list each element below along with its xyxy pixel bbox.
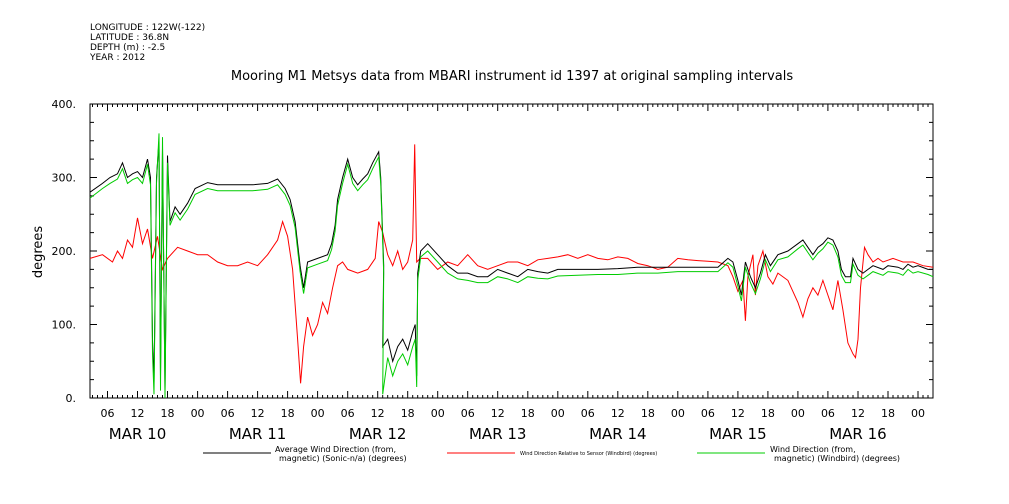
x-tick-label: 00: [311, 407, 325, 420]
latitude-label: LATITUDE : 36.8N: [90, 33, 169, 43]
legend: Average Wind Direction (from,magnetic) (…: [203, 445, 900, 463]
legend-label: Wind Direction Relative to Sensor (Windb…: [520, 451, 657, 457]
x-tick-label: 12: [251, 407, 265, 420]
axis-ticks: [90, 103, 934, 399]
x-tick-label: 18: [881, 407, 895, 420]
series-lines: [89, 133, 934, 399]
day-label: MAR 15: [709, 425, 766, 443]
y-tick-label: 400.: [52, 98, 77, 111]
x-tick-label: 06: [821, 407, 835, 420]
series-line: [89, 144, 934, 384]
x-tick-label: 06: [461, 407, 475, 420]
y-axis-label: degrees: [31, 226, 46, 279]
legend-label: Wind Direction (from,: [770, 445, 856, 454]
x-tick-label: 18: [401, 407, 415, 420]
x-tick-labels: 06 12 18 00 06 12 18 00 06 12 18 00 06 12 18 00 06 12 18 00…: [101, 407, 925, 420]
legend-label: magnetic) (Sonic-n/a) (degrees): [279, 454, 407, 463]
x-tick-label: 12: [371, 407, 385, 420]
x-tick-label: 12: [731, 407, 745, 420]
series-line: [89, 133, 934, 399]
series-line: [89, 140, 933, 391]
tick-marks: [90, 103, 934, 399]
longitude-label: LONGITUDE : 122W(-122): [90, 23, 205, 33]
y-tick-label: 100.: [52, 319, 77, 332]
legend-label: Average Wind Direction (from,: [275, 445, 396, 454]
day-label: MAR 13: [469, 425, 526, 443]
x-tick-label: 12: [851, 407, 865, 420]
x-tick-label: 18: [761, 407, 775, 420]
y-tick-label: 0.: [66, 392, 77, 405]
x-tick-label: 00: [551, 407, 565, 420]
day-label: MAR 14: [589, 425, 646, 443]
day-label: MAR 12: [349, 425, 406, 443]
y-tick-labels: 0. 100. 200. 300. 400.: [52, 98, 77, 405]
x-tick-label: 06: [101, 407, 115, 420]
x-tick-label: 06: [701, 407, 715, 420]
x-tick-label: 06: [221, 407, 235, 420]
x-tick-label: 18: [641, 407, 655, 420]
depth-label: DEPTH (m) : -2.5: [90, 43, 165, 53]
x-tick-label: 00: [911, 407, 925, 420]
legend-label: magnetic) (Windbird) (degrees): [774, 454, 900, 463]
x-tick-label: 18: [281, 407, 295, 420]
x-tick-label: 00: [191, 407, 205, 420]
y-tick-label: 200.: [52, 245, 77, 258]
day-label: MAR 11: [229, 425, 286, 443]
day-label: MAR 16: [829, 425, 886, 443]
x-tick-label: 12: [491, 407, 505, 420]
x-tick-label: 18: [521, 407, 535, 420]
y-tick-label: 300.: [52, 172, 77, 185]
x-tick-label: 06: [581, 407, 595, 420]
day-label: MAR 10: [109, 425, 166, 443]
x-tick-label: 18: [161, 407, 175, 420]
day-labels: MAR 10 MAR 11 MAR 12 MAR 13 MAR 14 MAR 15 MAR …: [109, 425, 887, 443]
x-tick-label: 12: [611, 407, 625, 420]
x-tick-label: 00: [791, 407, 805, 420]
x-tick-label: 00: [431, 407, 445, 420]
x-tick-label: 06: [341, 407, 355, 420]
chart-title: Mooring M1 Metsys data from MBARI instru…: [231, 69, 793, 84]
year-label: YEAR : 2012: [89, 53, 145, 63]
x-tick-label: 12: [131, 407, 145, 420]
x-tick-label: 00: [671, 407, 685, 420]
